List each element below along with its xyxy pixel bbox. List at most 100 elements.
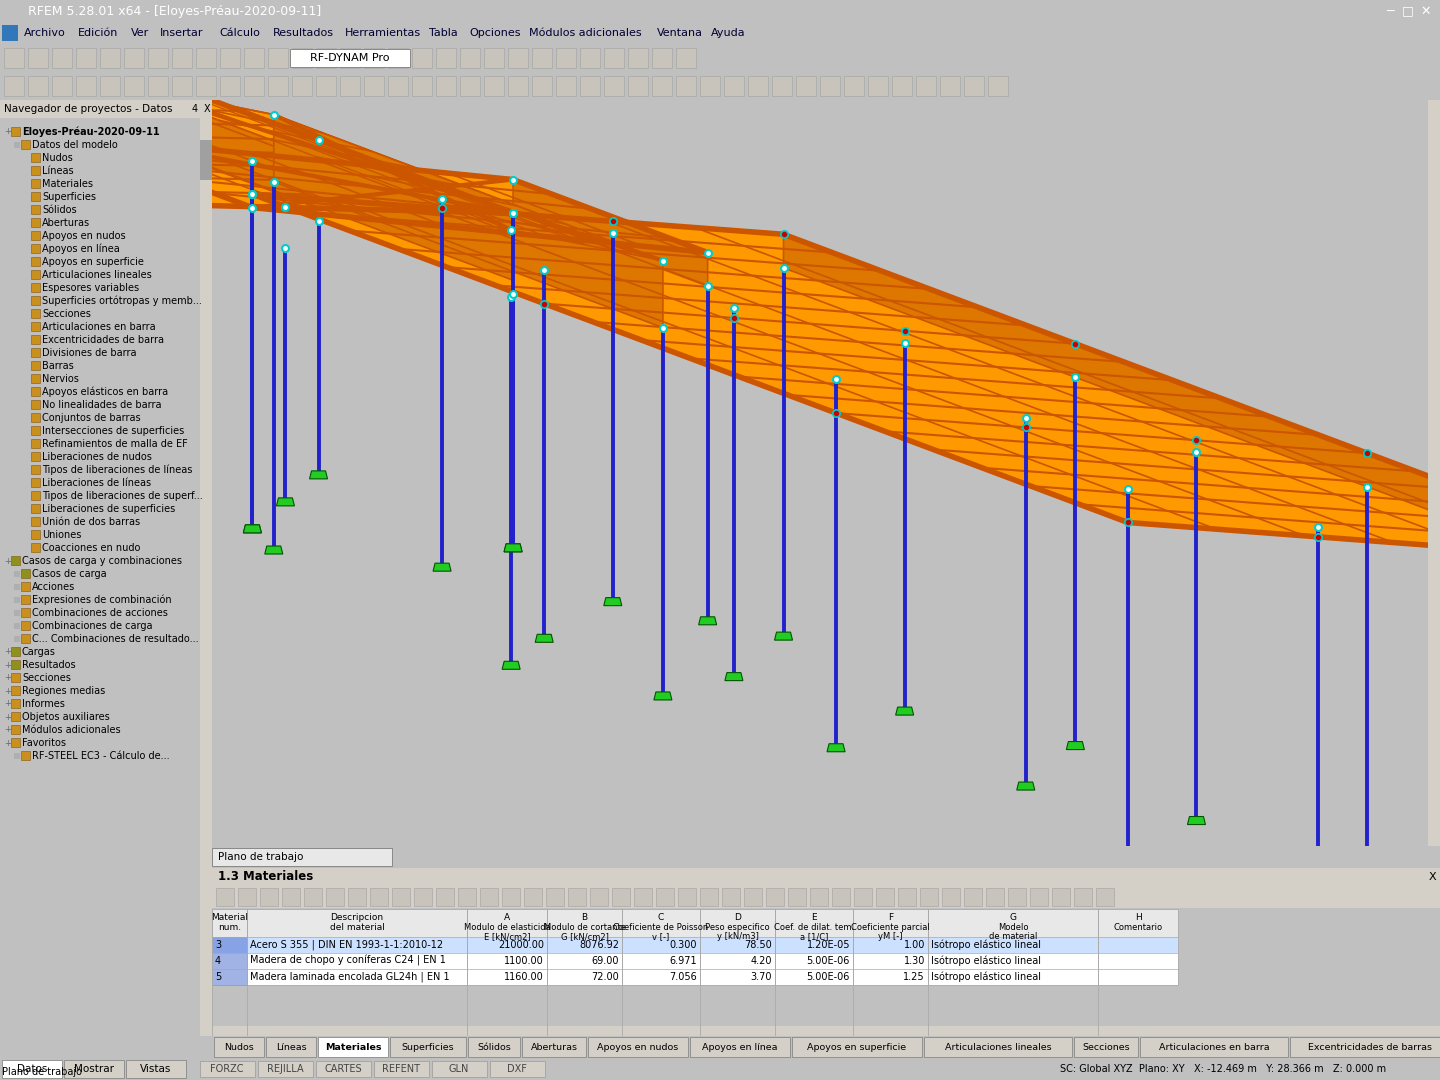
Text: 8076.92: 8076.92 [579, 940, 619, 950]
Text: Apoyos elásticos en barra: Apoyos elásticos en barra [42, 387, 168, 397]
Bar [634, 888, 652, 906]
Bar [304, 888, 323, 906]
Polygon shape [115, 397, 132, 406]
Bar [212, 937, 248, 953]
Bar [899, 888, 916, 906]
Bar [4, 48, 24, 68]
Text: Apoyos en nudos: Apoyos en nudos [598, 1042, 678, 1052]
Bar [832, 888, 850, 906]
Text: de material: de material [989, 932, 1037, 941]
Bar [459, 48, 480, 68]
Bar [927, 969, 1099, 985]
Bar [700, 76, 720, 96]
Bar [215, 1037, 264, 1057]
Bar [724, 76, 744, 96]
Text: Mostrar: Mostrar [73, 1064, 114, 1074]
Text: Objetos auxiliares: Objetos auxiliares [22, 712, 109, 723]
Bar [700, 953, 775, 969]
Bar [32, 296, 40, 305]
Bar [248, 953, 467, 969]
Bar [547, 937, 622, 953]
Bar [775, 969, 852, 985]
Bar [243, 48, 264, 68]
Text: Eloyes-Préau-2020-09-11: Eloyes-Préau-2020-09-11 [22, 126, 160, 137]
Bar [32, 205, 40, 214]
Bar [12, 712, 20, 721]
Text: Materiales: Materiales [42, 179, 94, 189]
Text: 7.056: 7.056 [670, 972, 697, 982]
Bar [436, 48, 456, 68]
Bar [248, 937, 467, 953]
Text: Modelo: Modelo [998, 923, 1028, 932]
Bar [32, 478, 40, 487]
Bar [1099, 937, 1178, 953]
Bar [467, 937, 547, 953]
Text: Tipos de liberaciones de líneas: Tipos de liberaciones de líneas [42, 464, 193, 475]
Text: Barras: Barras [42, 361, 73, 372]
Bar [775, 937, 852, 953]
Text: Excentricidades de barras: Excentricidades de barras [1308, 1042, 1431, 1052]
Bar [678, 888, 696, 906]
Text: Unión de dos barras: Unión de dos barras [42, 517, 140, 527]
Text: 21000.00: 21000.00 [498, 940, 544, 950]
Bar [212, 953, 248, 969]
Bar [127, 1059, 186, 1078]
Text: E: E [811, 913, 816, 922]
Bar [32, 244, 40, 253]
Polygon shape [124, 67, 513, 281]
Bar [340, 76, 360, 96]
Text: Casos de carga: Casos de carga [32, 569, 107, 579]
Text: Secciones: Secciones [42, 309, 91, 319]
Text: 4.20: 4.20 [750, 956, 772, 966]
Text: Material
num.: Material num. [212, 913, 248, 932]
Bar [212, 953, 1178, 969]
Text: 6.971: 6.971 [670, 956, 697, 966]
Bar [387, 48, 408, 68]
Bar [212, 868, 1440, 886]
Bar [490, 1061, 544, 1077]
Bar [52, 48, 72, 68]
Bar [675, 48, 696, 68]
Bar [412, 76, 432, 96]
Bar [14, 571, 20, 577]
Polygon shape [274, 114, 662, 327]
Text: DXF: DXF [507, 1064, 527, 1074]
Text: +: + [4, 713, 12, 721]
Polygon shape [252, 194, 1440, 563]
Bar [844, 76, 864, 96]
Bar [480, 888, 498, 906]
Polygon shape [0, 56, 513, 213]
Bar [580, 48, 600, 68]
Text: +: + [4, 127, 12, 136]
Text: G: G [1009, 913, 1017, 922]
Bar [32, 166, 40, 175]
Bar [809, 888, 828, 906]
Text: Materiales: Materiales [325, 1042, 382, 1052]
Text: Liberaciones de líneas: Liberaciones de líneas [42, 478, 151, 488]
Bar [854, 888, 873, 906]
Text: Archivo: Archivo [24, 28, 66, 38]
Polygon shape [243, 525, 262, 532]
Bar [700, 937, 775, 953]
Bar [63, 1059, 124, 1078]
Bar [212, 937, 248, 953]
Text: Módulos adicionales: Módulos adicionales [22, 725, 121, 735]
Text: No linealidades de barra: No linealidades de barra [42, 400, 161, 410]
Bar [588, 1037, 688, 1057]
Bar [212, 1026, 1440, 1036]
Text: □: □ [1403, 4, 1414, 17]
Text: Ayuda: Ayuda [710, 28, 746, 38]
Polygon shape [896, 707, 913, 715]
Polygon shape [1119, 853, 1138, 861]
Bar [675, 76, 696, 96]
Bar [212, 848, 392, 866]
Text: Modulo de cortante: Modulo de cortante [543, 923, 625, 932]
Text: F: F [888, 913, 893, 922]
Bar [27, 48, 48, 68]
Text: CARTES: CARTES [324, 1064, 361, 1074]
Bar [12, 127, 20, 136]
Bar [852, 909, 927, 937]
Text: Líneas: Líneas [275, 1042, 307, 1052]
Text: C: C [658, 913, 664, 922]
Bar [32, 348, 40, 357]
